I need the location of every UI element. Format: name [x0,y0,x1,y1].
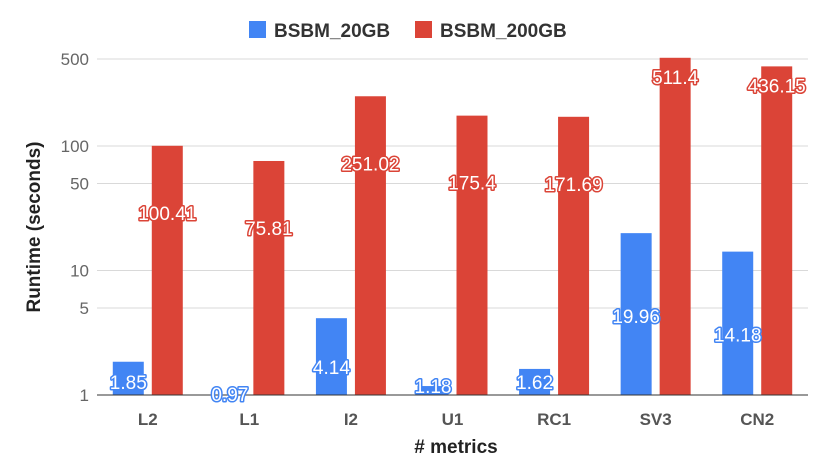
data-label-bsbm-200gb-l2: 100.41 [138,204,196,225]
bar-bsbm-20gb-l2 [112,361,144,395]
bar-bsbm-20gb-sv3 [620,233,652,395]
data-label-bsbm-200gb-sv3: 511.4 [652,68,699,89]
data-label-bsbm-20gb-cn2: 14.18 [714,326,762,347]
bar-bsbm-200gb-l1 [253,160,285,395]
legend: BSBM_20GB BSBM_200GB [249,21,567,42]
y-tick-label-10: 10 [70,262,89,281]
bar-bsbm-200gb-sv3 [659,57,691,396]
data-labels: 1.85 100.41 0.97 75.81 4.14 251.02 1.18 175.4 1.… [108,66,807,407]
y-axis-title: Runtime (seconds) [24,141,45,312]
x-axis-ticks: L2 L1 I2 U1 RC1 SV3 CN2 [138,410,774,429]
data-label-bsbm-200gb-i2: 251.02 [341,154,399,175]
data-label-bsbm-20gb-i2: 4.14 [313,358,350,379]
y-tick-label-50: 50 [70,174,89,193]
bar-bsbm-20gb-cn2 [722,251,754,395]
bar-bsbm-200gb-u1 [456,115,488,395]
legend-label-bsbm-20gb: BSBM_20GB [274,21,390,42]
y-tick-label-1: 1 [80,386,89,405]
x-tick-label-i2: I2 [344,410,358,429]
bar-bsbm-200gb-cn2 [761,66,793,395]
x-tick-label-u1: U1 [442,410,464,429]
x-tick-label-cn2: CN2 [740,410,774,429]
bar-bsbm-200gb-rc1 [558,116,590,395]
x-tick-label-l2: L2 [138,410,158,429]
x-tick-label-l1: L1 [239,410,259,429]
bar-bsbm-200gb-l2 [151,145,183,395]
data-label-bsbm-200gb-rc1: 171.69 [545,175,603,196]
y-axis-ticks: 1 5 10 50 100 500 [61,50,89,405]
data-label-bsbm-20gb-u1: 1.18 [415,377,452,398]
bar-bsbm-20gb-i2 [315,318,347,395]
legend-swatch-bsbm-20gb [249,21,266,38]
data-label-bsbm-200gb-cn2: 436.15 [748,76,806,97]
data-label-bsbm-20gb-rc1: 1.62 [516,373,553,394]
x-axis-title: # metrics [414,437,497,458]
bars [112,57,793,396]
data-label-bsbm-200gb-l1: 75.81 [245,219,293,240]
y-tick-label-5: 5 [80,299,89,318]
data-label-bsbm-200gb-u1: 175.4 [448,174,496,195]
bar-bsbm-20gb-u1 [417,386,449,395]
legend-swatch-bsbm-200gb [415,21,432,38]
x-tick-label-sv3: SV3 [640,410,672,429]
x-tick-label-rc1: RC1 [537,410,571,429]
data-label-bsbm-20gb-l1: 0.97 [211,385,248,406]
y-tick-label-500: 500 [61,50,89,69]
data-label-bsbm-20gb-l2: 1.85 [110,373,147,394]
y-tick-label-100: 100 [61,137,89,156]
legend-label-bsbm-200gb: BSBM_200GB [440,21,567,42]
bar-bsbm-200gb-i2 [354,96,386,395]
data-label-bsbm-20gb-sv3: 19.96 [612,307,660,328]
bar-bsbm-20gb-rc1 [519,368,551,395]
